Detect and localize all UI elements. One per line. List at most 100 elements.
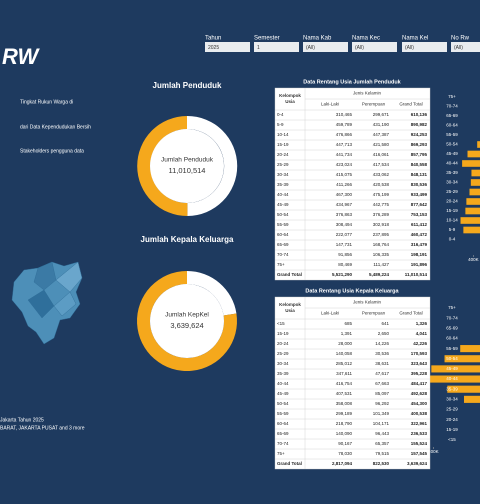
table-cell: 65-69 [277, 431, 289, 436]
table-cell: 857,795 [411, 152, 428, 157]
filter-label: Nama Kel [402, 36, 428, 42]
table-cell: 310,465 [336, 112, 353, 117]
table-cell: 75+ [277, 262, 285, 267]
table-header: Laki-Laki [321, 102, 339, 107]
table-cell: 433,062 [373, 172, 390, 177]
table-cell: 442,775 [373, 202, 390, 207]
table-cell: 420,538 [373, 182, 390, 187]
pyramid-bar [470, 179, 480, 186]
table-cell: 155,524 [411, 441, 428, 446]
pyramid-bar [477, 141, 480, 148]
table-bg [274, 87, 431, 281]
table-cell: 5-9 [277, 122, 284, 127]
table-cell: 4,041 [416, 331, 428, 336]
table-cell: 840,558 [411, 162, 428, 167]
table-cell: 848,131 [411, 172, 428, 177]
table-cell: 447,713 [336, 142, 353, 147]
pyramid-age-label: 35-39 [446, 170, 458, 175]
table-header: Grand Total [399, 311, 422, 316]
filter-value: 1 [257, 45, 260, 51]
table-cell: 140,058 [336, 351, 353, 356]
filter-value: (All) [405, 45, 414, 51]
table-cell: 753,153 [411, 212, 428, 217]
pyramid-age-label: 45-49 [446, 151, 458, 156]
table-cell: 285,012 [336, 361, 353, 366]
table-cell: 106,335 [373, 252, 390, 257]
table-header: Usia [285, 99, 295, 104]
table-cell: 308,494 [336, 222, 353, 227]
map-caption: Jakarta Tahun 2025 [0, 417, 44, 423]
table-cell: 0-4 [277, 112, 284, 117]
pyramid-bar [469, 188, 480, 196]
table-cell: 157,545 [411, 451, 428, 456]
map-caption: BARAT, JAKARTA PUSAT and 3 more [0, 425, 85, 431]
table-cell: 45-49 [277, 202, 289, 207]
table-cell: 50-54 [277, 401, 289, 406]
table-cell: 299,189 [336, 411, 353, 416]
table-cell: 30-34 [277, 172, 289, 177]
table-cell: 347,611 [336, 371, 352, 376]
pyramid-bar [463, 395, 480, 403]
table-cell: 111,427 [373, 262, 389, 267]
pyramid-age-label: 55-59 [446, 132, 458, 137]
table-cell: 85,097 [375, 391, 389, 396]
filter-dropdown[interactable] [451, 42, 480, 52]
table-bg [274, 296, 431, 470]
logo: RW [2, 44, 40, 69]
filter-dropdown[interactable] [402, 42, 447, 52]
pyramid-age-label: 20-24 [446, 417, 458, 422]
table-cell: 198,191 [411, 252, 428, 257]
table-cell: 376,289 [373, 212, 390, 217]
pyramid-age-label: 60-64 [446, 123, 458, 128]
filter-value: (All) [306, 45, 315, 51]
pyramid-age-label: 75+ [448, 305, 456, 310]
table-cell: 407,531 [336, 391, 353, 396]
table-cell: 322,961 [411, 421, 428, 426]
table-cell: 2,817,094 [332, 461, 353, 466]
pyramid-age-label: 20-24 [446, 199, 458, 204]
table-cell: 434,967 [336, 202, 353, 207]
table-cell: 476,866 [336, 132, 353, 137]
table-cell: 15-19 [277, 142, 289, 147]
filter-dropdown[interactable] [254, 42, 299, 52]
table-cell: 35-39 [277, 371, 289, 376]
filter-label: Nama Kec [352, 36, 380, 42]
table-cell: 10-14 [277, 132, 289, 137]
table-cell: 610,136 [411, 112, 428, 117]
table-cell: 40-44 [277, 192, 289, 197]
pyramid-age-label: 30-34 [446, 397, 458, 402]
table-cell: Grand Total [277, 272, 302, 277]
table-cell: 42,226 [413, 341, 427, 346]
table-cell: 80,469 [338, 262, 352, 267]
table-cell: 376,863 [336, 212, 353, 217]
pyramid-age-label: 30-34 [446, 180, 458, 185]
table-cell: 45-49 [277, 391, 289, 396]
pyramid-bar [466, 198, 480, 205]
table-cell: 1,391 [341, 331, 353, 336]
pyramid-age-label: 40-44 [446, 161, 458, 166]
pyramid-age-label: 50-54 [446, 142, 458, 147]
sidebar-text: Tingkat Rukun Warga di [20, 99, 73, 105]
filter-dropdown[interactable] [303, 42, 348, 52]
table-header: Jenis Kelamin [353, 91, 382, 96]
pyramid-bar [460, 217, 480, 224]
sidebar-text: Stakeholders pengguna data [20, 148, 84, 154]
filter-dropdown[interactable] [205, 42, 250, 52]
table-cell: 5,521,290 [332, 272, 353, 277]
pyramid-age-label: 40-44 [446, 376, 458, 381]
pyramid-bar [471, 169, 480, 177]
table-cell: 147,731 [336, 242, 353, 247]
table-cell: 416,061 [373, 152, 390, 157]
x-tick-label: 400K [468, 257, 479, 262]
donut-title: Jumlah Penduduk [153, 81, 222, 90]
pyramid-age-label: 0-4 [449, 237, 456, 242]
donut-hole [150, 284, 224, 358]
table-cell: 460,472 [411, 232, 428, 237]
table-cell: 96,443 [375, 431, 389, 436]
table-cell: 65-69 [277, 242, 289, 247]
table-cell: 191,896 [411, 262, 428, 267]
filter-dropdown[interactable] [352, 42, 397, 52]
pyramid-age-label: <15 [448, 437, 456, 442]
table-cell: 35-39 [277, 182, 289, 187]
table-cell: 1,326 [416, 321, 428, 326]
